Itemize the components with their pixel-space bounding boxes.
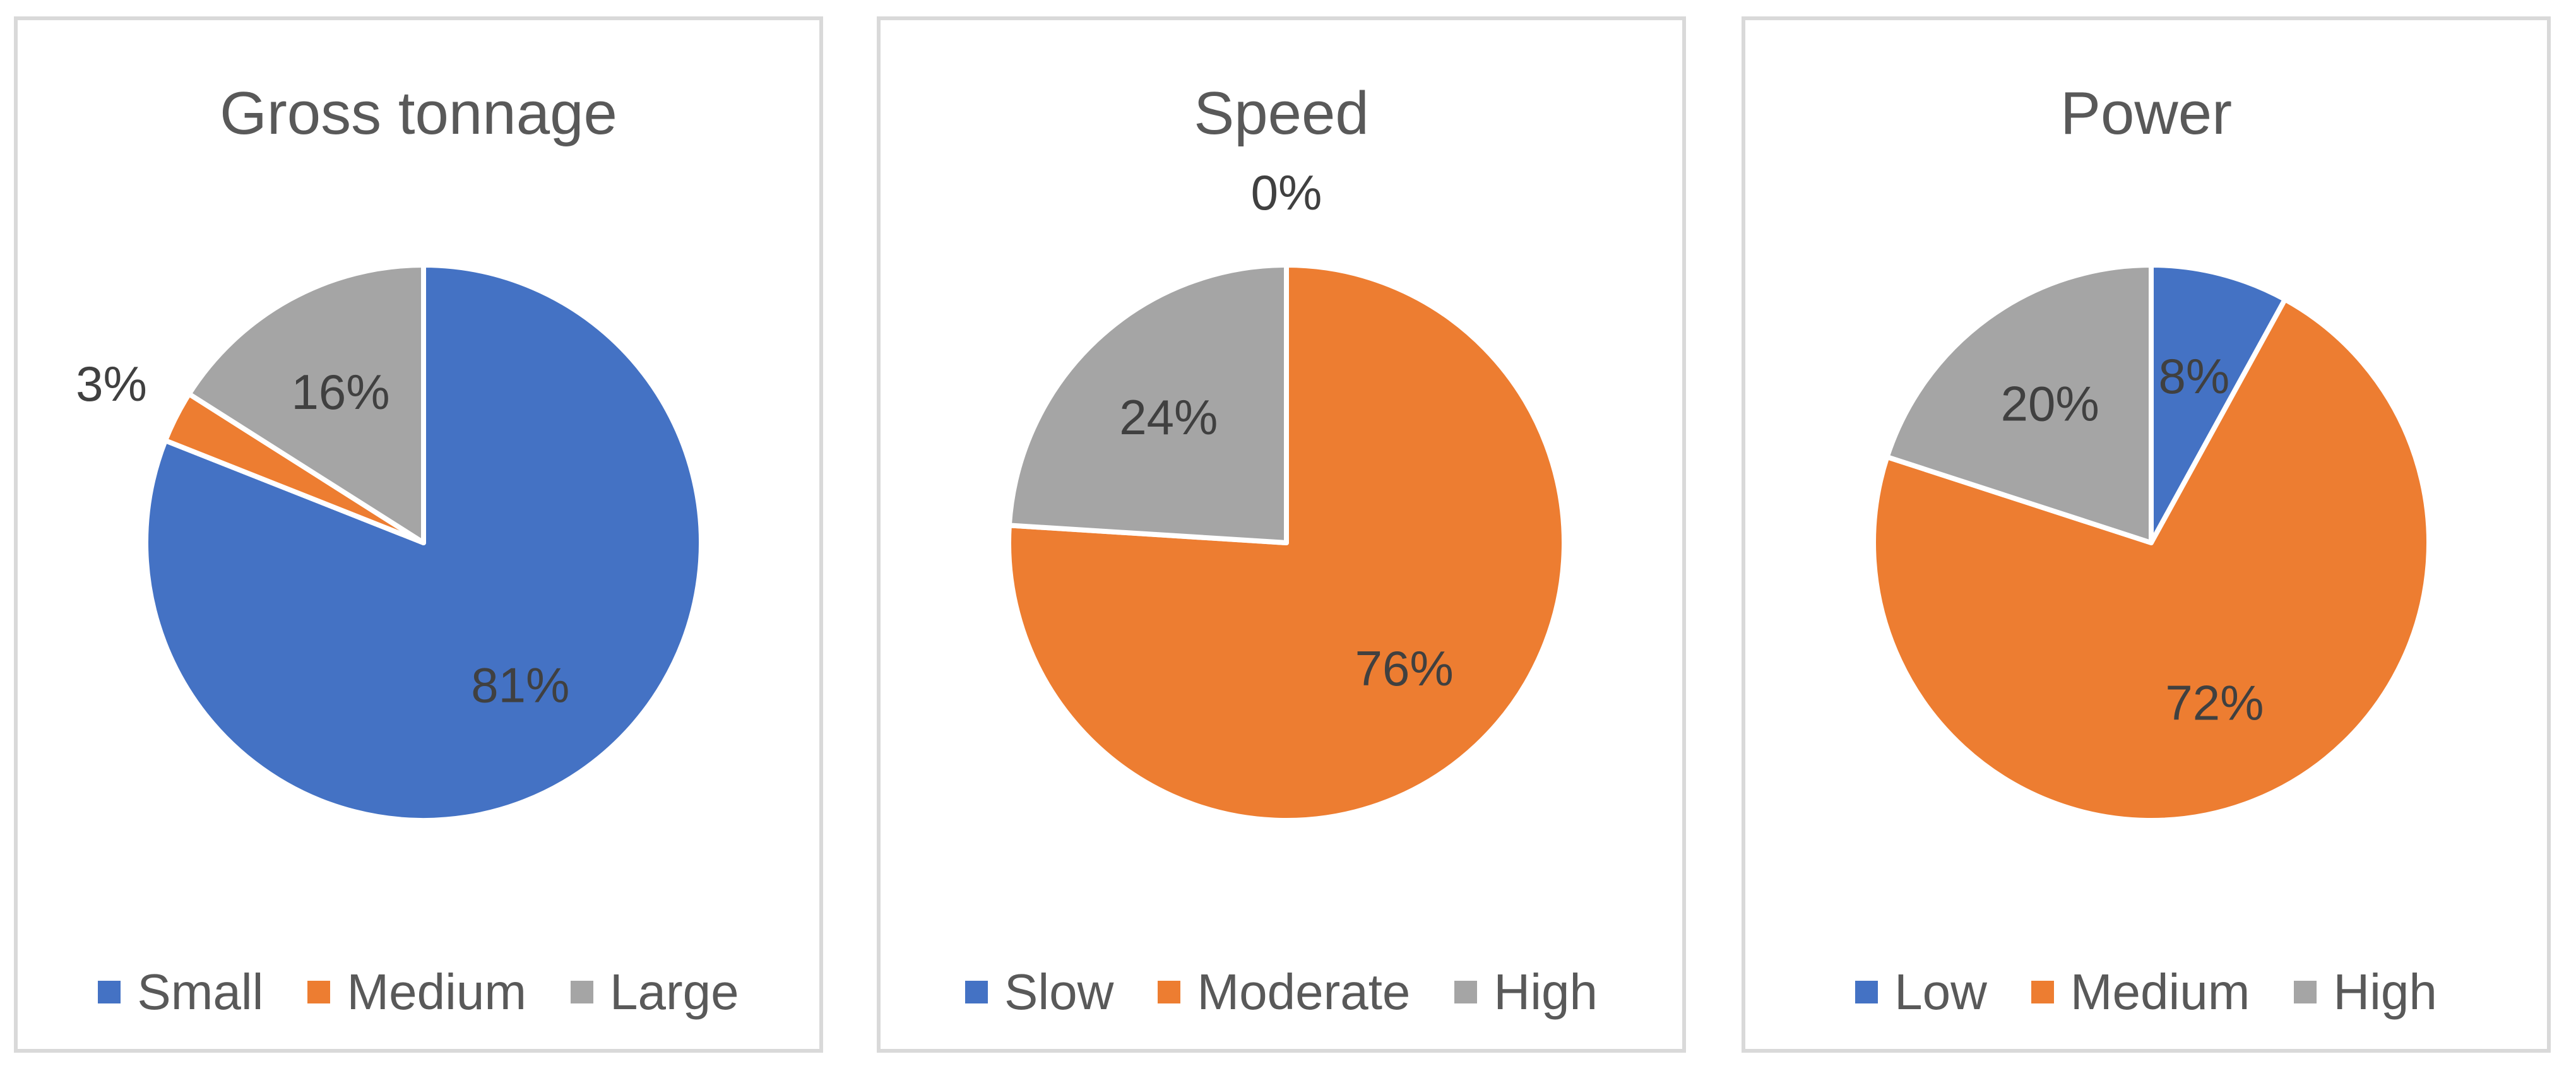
legend-item-moderate: Moderate <box>1158 967 1410 1017</box>
chart-title: Gross tonnage <box>220 80 617 147</box>
legend-item-low: Low <box>1855 967 1987 1017</box>
data-label-medium: 72% <box>2165 675 2264 731</box>
legend-swatch <box>965 981 988 1003</box>
legend-swatch <box>570 981 593 1003</box>
data-label-slow: 0% <box>1251 165 1322 220</box>
legend-swatch <box>2294 981 2317 1003</box>
chart-title: Speed <box>1194 80 1369 147</box>
legend-item-high: High <box>2294 967 2437 1017</box>
legend-item-slow: Slow <box>965 967 1113 1017</box>
chart-panel-power: Power 8% 72% 20% Low Medium High <box>1742 16 2551 1053</box>
legend-label: Moderate <box>1197 964 1411 1020</box>
chart-legend: Small Medium Large <box>18 967 819 1017</box>
data-label-high: 20% <box>2001 376 2099 431</box>
legend-swatch <box>1158 981 1181 1003</box>
data-label-medium: 3% <box>76 356 147 411</box>
legend-label: High <box>2333 964 2437 1020</box>
legend-label: Low <box>1894 964 1987 1020</box>
data-label-moderate: 76% <box>1355 641 1454 696</box>
data-label-low: 8% <box>2158 348 2229 404</box>
data-label-small: 81% <box>471 658 569 713</box>
legend-label: Medium <box>347 964 526 1020</box>
chart-legend: Slow Moderate High <box>881 967 1682 1017</box>
legend-swatch <box>1855 981 1879 1003</box>
legend-swatch <box>307 981 331 1003</box>
pie-slice-high <box>1884 263 2154 545</box>
pie-chart-power: 8% 72% 20% <box>1871 263 2431 823</box>
pie-slice-high <box>1006 263 1289 545</box>
legend-item-large: Large <box>570 964 739 1020</box>
legend-label: Large <box>609 964 739 1020</box>
pie-slice-large <box>186 263 426 545</box>
chart-title: Power <box>2060 80 2233 147</box>
pie-slice-low <box>2149 263 2288 545</box>
pie-chart-gross-tonnage: 81% 3% 16% <box>76 263 704 823</box>
legend-item-small: Small <box>98 967 263 1017</box>
legend-label: High <box>1493 964 1598 1020</box>
legend-item-medium: Medium <box>307 967 526 1017</box>
chart-panel-speed: Speed 0% 76% 24% Slow Moderate High <box>877 16 1686 1053</box>
data-label-high: 24% <box>1119 389 1218 445</box>
legend-label: Medium <box>2070 964 2250 1020</box>
legend-label: Slow <box>1004 964 1114 1020</box>
legend-item-high: High <box>1454 967 1598 1017</box>
legend-swatch <box>2031 981 2054 1003</box>
chart-legend: Low Medium High <box>1745 967 2547 1017</box>
pie-chart-speed: 0% 76% 24% <box>1006 165 1567 823</box>
legend-label: Small <box>137 964 264 1020</box>
pie-slice-medium <box>1871 297 2431 823</box>
data-label-large: 16% <box>292 364 390 420</box>
legend-item-medium: Medium <box>2031 967 2250 1017</box>
chart-panel-gross-tonnage: Gross tonnage 81% 3% 16% Small Medium Large <box>14 16 823 1053</box>
legend-swatch <box>1454 981 1478 1003</box>
legend-swatch <box>98 981 121 1003</box>
